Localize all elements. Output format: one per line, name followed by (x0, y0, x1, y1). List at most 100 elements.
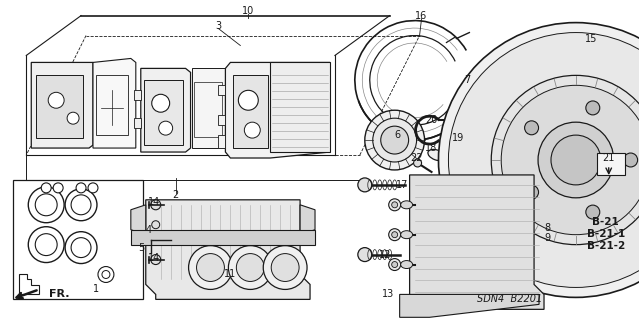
Polygon shape (410, 175, 544, 309)
Circle shape (271, 254, 299, 281)
Circle shape (586, 205, 600, 219)
Bar (13, 180, 143, 300)
Text: 1: 1 (93, 285, 99, 294)
Polygon shape (234, 75, 268, 148)
Polygon shape (36, 75, 83, 138)
Text: FR.: FR. (49, 289, 70, 300)
Text: 2: 2 (173, 190, 179, 200)
Polygon shape (134, 90, 141, 100)
Circle shape (152, 94, 170, 112)
Text: 17: 17 (396, 180, 408, 190)
Circle shape (152, 221, 160, 229)
Text: 20: 20 (426, 115, 438, 125)
Ellipse shape (428, 149, 445, 160)
Circle shape (525, 121, 538, 135)
Polygon shape (31, 63, 93, 148)
Bar (596, 153, 625, 175)
Circle shape (358, 248, 372, 262)
Ellipse shape (401, 231, 413, 239)
Circle shape (53, 183, 63, 193)
Text: 13: 13 (381, 289, 394, 300)
Ellipse shape (401, 201, 413, 209)
Circle shape (228, 246, 272, 289)
Text: 10: 10 (242, 6, 255, 16)
Polygon shape (144, 80, 182, 145)
Ellipse shape (401, 261, 413, 269)
Text: B-21-1: B-21-1 (587, 229, 625, 239)
Polygon shape (134, 118, 141, 128)
Polygon shape (191, 68, 225, 148)
Polygon shape (300, 205, 315, 235)
Circle shape (244, 122, 260, 138)
Text: 7: 7 (464, 75, 470, 85)
Circle shape (388, 199, 401, 211)
Circle shape (452, 147, 463, 157)
Polygon shape (218, 115, 225, 125)
Circle shape (551, 135, 601, 185)
Circle shape (65, 232, 97, 263)
Circle shape (508, 120, 518, 130)
Circle shape (102, 271, 110, 278)
Text: 5: 5 (139, 243, 145, 253)
Ellipse shape (470, 128, 508, 168)
Polygon shape (218, 85, 225, 95)
Circle shape (151, 255, 161, 264)
Circle shape (67, 112, 79, 124)
Circle shape (35, 194, 57, 216)
Circle shape (358, 178, 372, 192)
Polygon shape (146, 200, 310, 300)
Text: 22: 22 (410, 153, 423, 163)
Ellipse shape (444, 101, 534, 195)
Text: SDN4  B2201: SDN4 B2201 (477, 294, 542, 304)
Circle shape (392, 202, 397, 208)
Text: 12: 12 (378, 249, 391, 260)
Circle shape (623, 153, 637, 167)
Circle shape (512, 160, 522, 170)
Text: 3: 3 (216, 21, 221, 31)
Text: 18: 18 (426, 143, 438, 153)
Text: 8: 8 (544, 223, 550, 233)
Text: 14: 14 (148, 253, 160, 263)
Text: 16: 16 (415, 11, 428, 21)
Circle shape (196, 254, 225, 281)
Polygon shape (19, 274, 39, 294)
Circle shape (388, 259, 401, 271)
Circle shape (388, 229, 401, 241)
Circle shape (98, 267, 114, 282)
Circle shape (492, 75, 640, 245)
Circle shape (538, 122, 614, 198)
Ellipse shape (477, 135, 502, 161)
Circle shape (28, 187, 64, 223)
Text: 6: 6 (395, 130, 401, 140)
Circle shape (501, 85, 640, 235)
Text: 4: 4 (146, 225, 152, 235)
Circle shape (65, 189, 97, 221)
Circle shape (392, 262, 397, 268)
Circle shape (236, 254, 264, 281)
Circle shape (189, 246, 232, 289)
Circle shape (151, 200, 161, 210)
Circle shape (263, 246, 307, 289)
Text: 15: 15 (584, 33, 597, 43)
Text: B-21: B-21 (593, 217, 619, 227)
Circle shape (586, 101, 600, 115)
Circle shape (372, 118, 417, 162)
Circle shape (365, 110, 424, 170)
Polygon shape (225, 63, 330, 158)
Circle shape (438, 23, 640, 297)
Polygon shape (131, 205, 146, 235)
Bar (193, 82, 223, 137)
Circle shape (35, 234, 57, 256)
Circle shape (71, 238, 91, 257)
Polygon shape (399, 294, 539, 317)
Circle shape (477, 176, 488, 186)
Circle shape (238, 90, 259, 110)
Circle shape (71, 195, 91, 215)
Circle shape (41, 183, 51, 193)
Polygon shape (131, 230, 315, 245)
Circle shape (413, 159, 422, 167)
Circle shape (525, 185, 538, 199)
Circle shape (159, 121, 173, 135)
Text: 11: 11 (224, 270, 237, 279)
Circle shape (48, 92, 64, 108)
